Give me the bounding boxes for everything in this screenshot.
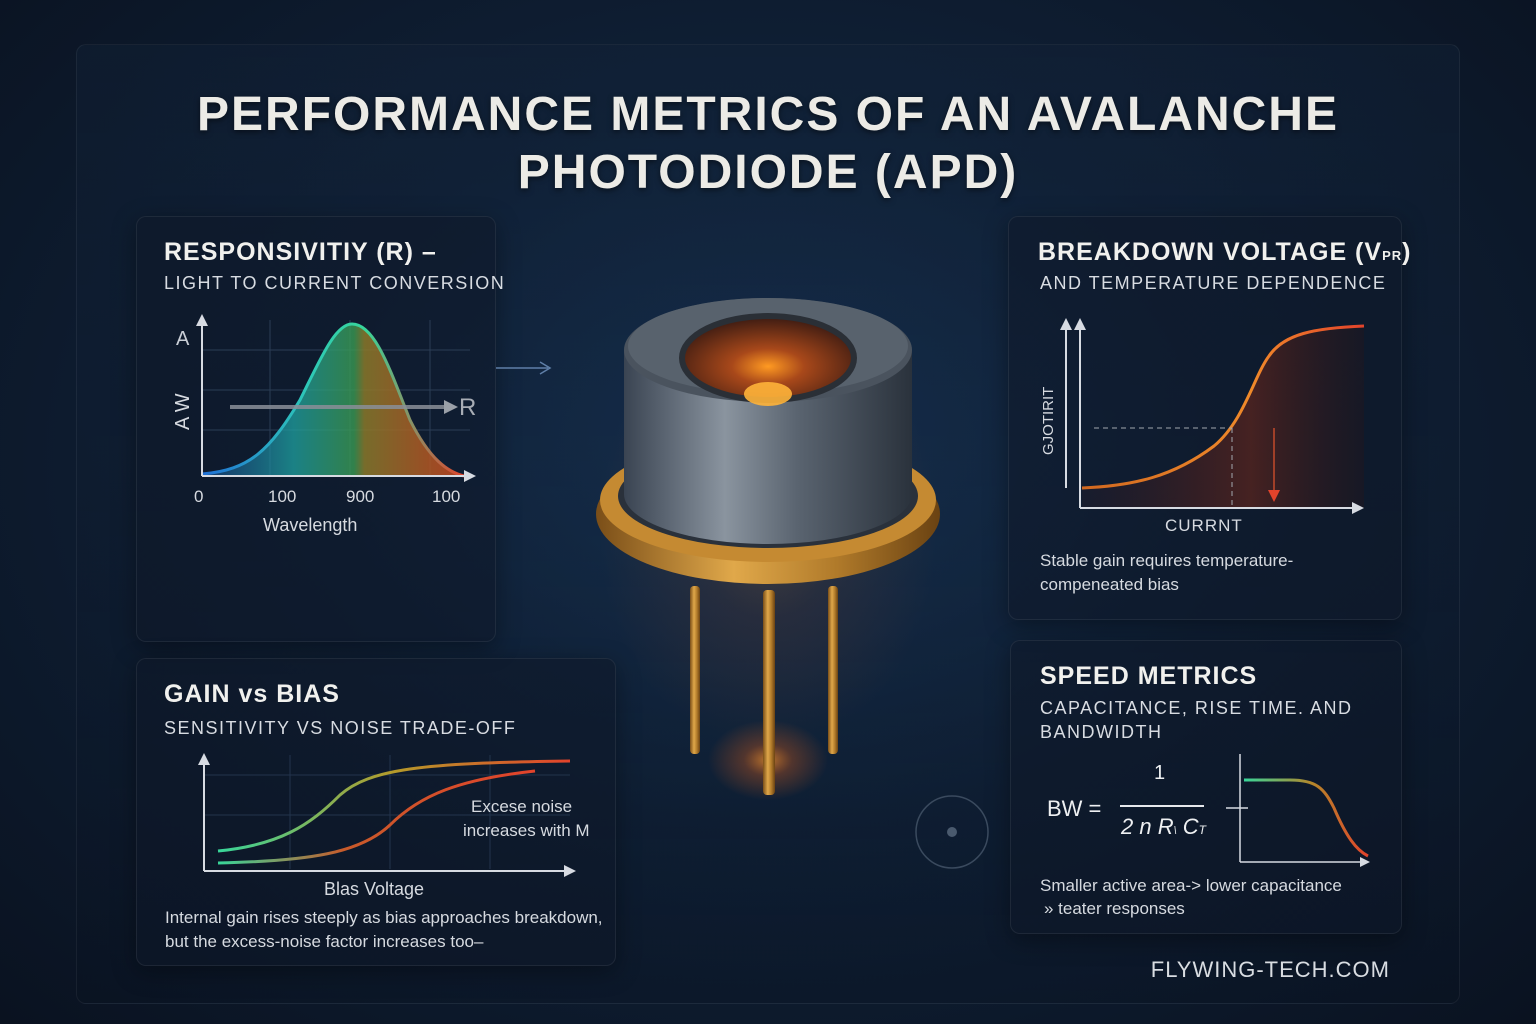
gain-note-line1: Internal gain rises steeply as bias appr…: [165, 908, 603, 927]
responsivity-x-tick-3: 100: [432, 487, 461, 506]
speed-subtitle-line2: BANDWIDTH: [1040, 722, 1163, 742]
arrow-to-diode-icon: [496, 361, 552, 375]
responsivity-y-top-label: A: [176, 328, 190, 350]
responsivity-y-arrowhead: [196, 314, 208, 326]
speed-subtitle-line1: CAPACITANCE, RISE TIME. AND: [1040, 698, 1353, 718]
breakdown-marker-arrowhead: [1268, 490, 1280, 502]
breakdown-title: BREAKDOWN VOLTAGE (VPR): [1038, 238, 1412, 266]
apd-lead-center: [763, 590, 775, 795]
bandwidth-x-arrowhead: [1360, 857, 1370, 867]
responsivity-subtitle: LIGHT TO CURRENT CONVERSION: [164, 273, 506, 293]
responsivity-curve-fill: [202, 324, 464, 476]
responsivity-x-tick-1: 100: [268, 487, 297, 506]
apd-lead-right: [828, 586, 838, 754]
gain-chart: [198, 753, 576, 877]
breakdown-x-label: CURRNT: [1165, 516, 1243, 535]
dial-icon: [915, 795, 989, 869]
speed-title: SPEED METRICS: [1040, 662, 1258, 690]
apd-window: [682, 316, 854, 400]
bandwidth-formula-fraction-bar: [1120, 805, 1204, 807]
gain-annotation-line1: Excese noise: [471, 797, 573, 816]
responsivity-x-tick-2: 900: [346, 487, 375, 506]
bandwidth-formula-denominator-subscript: \: [1173, 825, 1177, 837]
breakdown-title-subscript: PR: [1382, 248, 1403, 263]
bandwidth-rolloff-curve: [1244, 778, 1369, 858]
page-title: PERFORMANCE METRICS OF AN AVALANCHE PHOT…: [197, 88, 1339, 199]
breakdown-chart: [1060, 318, 1365, 514]
responsivity-title: RESPONSIVITIY (R) –: [164, 238, 437, 266]
breakdown-y-arrowhead-1: [1060, 318, 1072, 330]
breakdown-y-arrowhead-2: [1074, 318, 1086, 330]
apd-active-area-glow: [744, 382, 792, 406]
brand-watermark: FLYWING-TECH.COM: [1150, 957, 1390, 982]
breakdown-x-arrowhead: [1352, 502, 1364, 514]
responsivity-x-tick-0: 0: [194, 487, 204, 506]
responsivity-r-arrowhead: [444, 400, 458, 414]
apd-can-body: [624, 350, 912, 544]
gain-title: GAIN vs BIAS: [164, 680, 340, 708]
breakdown-note-line2: compeneated bias: [1040, 575, 1179, 594]
bandwidth-rolloff-chart: [1226, 754, 1370, 867]
breakdown-curve: [1081, 324, 1365, 490]
bandwidth-formula-denominator-end-subscript: T: [1198, 823, 1207, 837]
apd-lead-left: [690, 586, 700, 754]
responsivity-curve: [201, 322, 465, 478]
gain-x-arrowhead: [564, 865, 576, 877]
bandwidth-formula-lhs: BW =: [1047, 796, 1102, 821]
breakdown-subtitle: AND TEMPERATURE DEPENDENCE: [1040, 273, 1387, 293]
excess-noise-curve: [217, 769, 536, 865]
responsivity-x-arrowhead: [464, 470, 476, 482]
bandwidth-formula-denominator: 2 n R\ CT: [1121, 814, 1207, 839]
gain-panel: [136, 658, 616, 966]
speed-note-line2: » teater responses: [1044, 899, 1185, 918]
gain-subtitle: SENSITIVITY VS NOISE TRADE-OFF: [164, 718, 517, 738]
gain-annotation-line2: increases with M: [463, 821, 590, 840]
breakdown-note-line1: Stable gain requires temperature-: [1040, 551, 1294, 570]
bandwidth-formula-numerator: 1: [1154, 762, 1166, 784]
speed-panel: [1010, 640, 1402, 934]
gain-y-arrowhead: [198, 753, 210, 765]
apd-package-illustration: [596, 298, 940, 800]
gain-x-label: Blas Voltage: [324, 879, 425, 899]
responsivity-x-label: Wavelength: [263, 515, 358, 535]
breakdown-curve-fill: [1082, 326, 1364, 508]
responsivity-chart: [196, 314, 476, 482]
speed-note-line1: Smaller active area-> lower capacitance: [1040, 876, 1342, 895]
responsivity-arrow-label: R: [459, 394, 477, 421]
gain-curve: [217, 759, 571, 853]
gain-note-line2: but the excess-noise factor increases to…: [165, 932, 484, 951]
